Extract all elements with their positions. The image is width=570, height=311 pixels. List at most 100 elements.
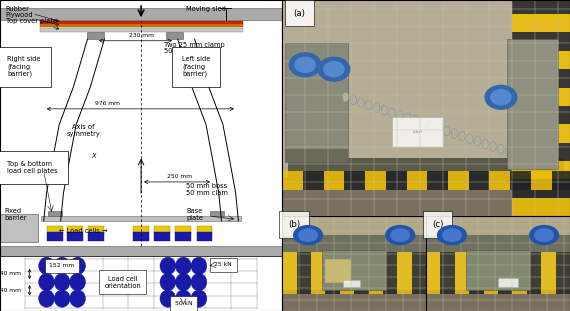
Bar xyxy=(483,242,498,294)
Circle shape xyxy=(176,290,192,307)
Bar xyxy=(466,250,530,290)
Bar xyxy=(512,179,570,198)
Bar xyxy=(507,39,559,169)
Circle shape xyxy=(294,225,323,244)
Bar xyxy=(343,280,360,287)
Text: label: label xyxy=(413,130,422,134)
Bar xyxy=(0,246,282,256)
Bar xyxy=(47,232,63,241)
Circle shape xyxy=(70,257,85,275)
Circle shape xyxy=(39,290,55,307)
Bar xyxy=(542,242,556,294)
Text: Fixed
barrier: Fixed barrier xyxy=(4,208,27,221)
Bar xyxy=(296,242,311,294)
Bar xyxy=(426,290,570,311)
Bar xyxy=(426,235,570,252)
Bar xyxy=(285,43,348,162)
Text: 152 mm: 152 mm xyxy=(50,263,75,268)
Circle shape xyxy=(176,257,192,275)
Bar xyxy=(48,211,62,216)
Bar xyxy=(325,242,340,294)
Bar xyxy=(282,290,426,311)
Bar xyxy=(88,226,104,233)
Bar xyxy=(455,242,469,294)
Bar xyxy=(512,0,570,14)
Circle shape xyxy=(160,273,176,291)
Bar xyxy=(512,242,527,294)
Bar xyxy=(552,171,570,190)
Text: 50 kN: 50 kN xyxy=(174,301,192,306)
Circle shape xyxy=(54,257,70,275)
Circle shape xyxy=(160,290,176,307)
Bar xyxy=(282,235,426,252)
Bar xyxy=(133,232,149,241)
Circle shape xyxy=(443,229,461,241)
Bar xyxy=(39,28,243,32)
Ellipse shape xyxy=(412,116,418,125)
Ellipse shape xyxy=(474,137,481,146)
Circle shape xyxy=(324,62,344,77)
Text: Load cell
orientation: Load cell orientation xyxy=(104,276,141,289)
Circle shape xyxy=(290,53,321,77)
Bar xyxy=(512,51,570,69)
Circle shape xyxy=(54,273,70,291)
Ellipse shape xyxy=(482,139,488,149)
Bar xyxy=(340,242,354,294)
Bar xyxy=(512,124,570,143)
Text: Top cover plate: Top cover plate xyxy=(6,18,59,30)
Bar xyxy=(441,242,455,294)
Bar xyxy=(323,250,386,290)
Ellipse shape xyxy=(459,131,465,141)
Bar xyxy=(0,8,282,20)
Bar xyxy=(282,242,296,294)
Bar xyxy=(397,242,412,294)
Circle shape xyxy=(491,90,511,105)
Bar xyxy=(498,278,518,287)
Bar xyxy=(325,259,351,282)
Circle shape xyxy=(191,273,207,291)
Circle shape xyxy=(176,273,192,291)
Bar xyxy=(0,214,38,242)
Bar xyxy=(288,158,564,184)
Bar xyxy=(531,171,552,190)
Ellipse shape xyxy=(451,129,458,138)
Bar xyxy=(176,232,192,241)
Circle shape xyxy=(70,273,85,291)
Circle shape xyxy=(191,257,207,275)
Bar xyxy=(469,171,490,190)
Ellipse shape xyxy=(343,92,349,102)
Circle shape xyxy=(295,57,315,72)
Ellipse shape xyxy=(490,142,496,151)
Bar xyxy=(469,242,483,294)
Ellipse shape xyxy=(358,98,364,107)
Circle shape xyxy=(39,273,55,291)
Bar xyxy=(282,171,303,190)
Bar xyxy=(324,171,344,190)
Bar xyxy=(197,232,213,241)
Ellipse shape xyxy=(389,108,395,118)
Bar xyxy=(498,242,512,294)
Bar xyxy=(41,216,241,221)
Bar xyxy=(512,32,570,51)
Bar xyxy=(512,161,570,179)
Circle shape xyxy=(386,225,414,244)
Bar xyxy=(426,242,441,294)
Text: 25 kN: 25 kN xyxy=(214,262,232,267)
Ellipse shape xyxy=(373,103,380,113)
Bar xyxy=(512,143,570,161)
Text: 230 mm: 230 mm xyxy=(129,33,153,38)
Bar xyxy=(176,226,192,233)
Text: ← Load cells →: ← Load cells → xyxy=(59,228,107,234)
Circle shape xyxy=(191,290,207,307)
Ellipse shape xyxy=(467,134,473,144)
Bar xyxy=(87,32,104,39)
Bar xyxy=(39,21,243,24)
Ellipse shape xyxy=(506,147,512,157)
Bar xyxy=(556,242,570,294)
Bar xyxy=(383,242,397,294)
Bar xyxy=(67,232,83,241)
Bar xyxy=(166,32,184,39)
Ellipse shape xyxy=(365,100,372,110)
Text: 140 mm: 140 mm xyxy=(0,288,21,293)
Text: Right side
(facing
barrier): Right side (facing barrier) xyxy=(7,56,40,77)
